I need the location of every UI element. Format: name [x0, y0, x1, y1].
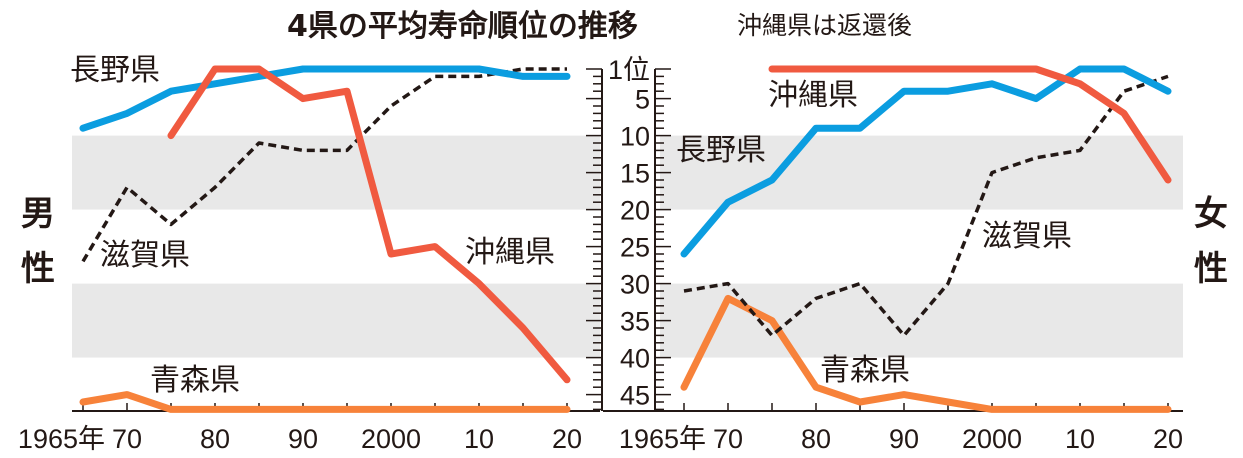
series-label: 滋賀県 [982, 219, 1072, 254]
x-tick-label: 70 [713, 424, 743, 454]
x-tick-label: 70 [112, 424, 142, 454]
y-tick-label: 45 [620, 381, 650, 411]
y-tick-label: 15 [620, 159, 650, 189]
panel-label-male: 性 [21, 249, 55, 289]
series-label: 長野県 [70, 53, 160, 88]
y-tick-label: 10 [620, 122, 650, 152]
series-label: 滋賀県 [100, 238, 190, 273]
series-line-女性-長野県 [680, 65, 1172, 258]
series-label: 長野県 [676, 133, 766, 168]
y-tick-label: 30 [620, 270, 650, 300]
x-tick-label: 1965年 [18, 424, 105, 454]
panel-label-female: 女 [1194, 194, 1228, 234]
gray-band [660, 135, 1183, 210]
x-tick-label: 2000 [962, 424, 1022, 454]
x-tick-label: 10 [464, 424, 494, 454]
chart-subtitle: 沖縄県は返還後 [737, 11, 912, 40]
x-tick-label: 20 [1153, 424, 1183, 454]
y-tick-label: 5 [635, 85, 650, 115]
y-tick-label: 25 [620, 233, 650, 263]
x-tick-label: 20 [552, 424, 582, 454]
x-tick-label: 80 [801, 424, 831, 454]
x-tick-label: 80 [200, 424, 230, 454]
series-label: 沖縄県 [768, 78, 858, 113]
y-tick-label: 1位 [608, 55, 650, 85]
series-line-男性-沖縄県 [167, 65, 571, 384]
series-label: 青森県 [820, 353, 910, 388]
x-tick-label: 2000 [361, 424, 421, 454]
chart-title: 4県の平均寿命順位の推移 [287, 9, 638, 44]
y-tick-label: 35 [620, 307, 650, 337]
x-tick-label: 1965年 [619, 424, 706, 454]
series-line-男性-青森県 [79, 391, 571, 413]
series-line-男性-滋賀県 [81, 67, 567, 263]
x-tick-label: 90 [288, 424, 318, 454]
y-tick-label: 40 [620, 344, 650, 374]
y-tick-label: 20 [620, 196, 650, 226]
x-tick-label: 10 [1065, 424, 1095, 454]
series-line-女性-滋賀県 [683, 74, 1169, 338]
series-line-女性-青森県 [680, 294, 1172, 413]
gray-band [72, 283, 600, 358]
x-tick-label: 90 [889, 424, 919, 454]
series-label: 沖縄県 [465, 235, 555, 270]
series-line-男性-長野県 [79, 65, 571, 132]
panel-label-female: 性 [1194, 249, 1228, 289]
series-label: 青森県 [150, 363, 240, 398]
panel-label-male: 男 [21, 194, 55, 234]
gray-band [72, 135, 600, 210]
gray-band [660, 283, 1183, 358]
series-line-女性-沖縄県 [768, 65, 1172, 184]
